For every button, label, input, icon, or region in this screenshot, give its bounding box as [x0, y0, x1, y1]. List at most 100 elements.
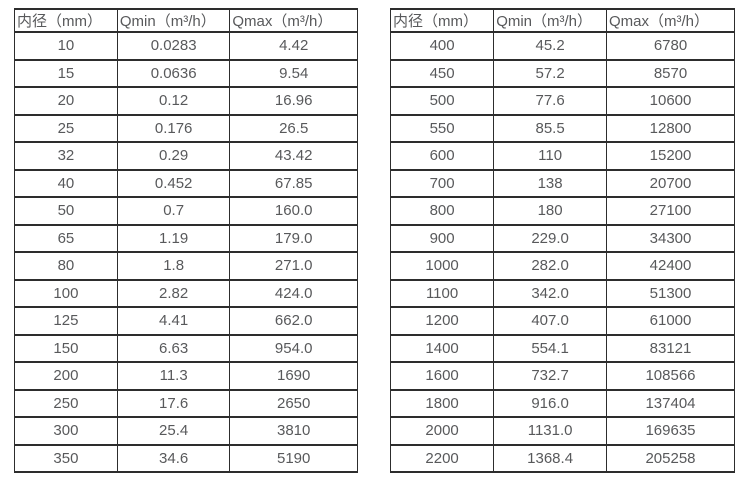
table-cell: 45.2 [493, 31, 608, 61]
table-row: 125 4.41 662.0 [14, 306, 358, 336]
table-cell: 0.176 [116, 113, 231, 143]
table-cell: 77.6 [493, 86, 608, 116]
table-row: 550 85.5 12800 [389, 113, 735, 143]
table-row: 15 0.0636 9.54 [14, 58, 358, 88]
table-row: 40 0.452 67.85 [14, 168, 358, 198]
table-cell: 16.96 [229, 86, 358, 116]
table-cell: 900 [389, 223, 495, 253]
table-row: 300 25.4 3810 [14, 416, 358, 446]
table-cell: 662.0 [229, 306, 358, 336]
table-cell: 12800 [606, 113, 735, 143]
table-cell: 0.0636 [116, 58, 231, 88]
table-cell: 271.0 [229, 251, 358, 281]
table-cell: 10600 [606, 86, 735, 116]
column-header: Qmax（m³/h） [606, 8, 735, 33]
table-cell: 61000 [606, 306, 735, 336]
table-cell: 2000 [389, 416, 495, 446]
table-cell: 15200 [606, 141, 735, 171]
table-cell: 700 [389, 168, 495, 198]
table-cell: 407.0 [493, 306, 608, 336]
table-cell: 180 [493, 196, 608, 226]
table-cell: 1200 [389, 306, 495, 336]
table-cell: 15 [14, 58, 118, 88]
table-row: 350 34.6 5190 [14, 443, 358, 473]
table-cell: 51300 [606, 278, 735, 308]
table-cell: 424.0 [229, 278, 358, 308]
table-cell: 34.6 [116, 443, 231, 473]
table-cell: 67.85 [229, 168, 358, 198]
table-cell: 342.0 [493, 278, 608, 308]
table-row: 900 229.0 34300 [389, 223, 735, 253]
table-cell: 0.7 [116, 196, 231, 226]
table-cell: 800 [389, 196, 495, 226]
table-cell: 9.54 [229, 58, 358, 88]
table-cell: 554.1 [493, 333, 608, 363]
table-row: 1600 732.7 108566 [389, 361, 735, 391]
table-cell: 125 [14, 306, 118, 336]
table-cell: 160.0 [229, 196, 358, 226]
table-row: 150 6.63 954.0 [14, 333, 358, 363]
table-cell: 20 [14, 86, 118, 116]
table-cell: 17.6 [116, 388, 231, 418]
table-cell: 8570 [606, 58, 735, 88]
table-cell: 137404 [606, 388, 735, 418]
table-cell: 732.7 [493, 361, 608, 391]
table-cell: 138 [493, 168, 608, 198]
table-row: 450 57.2 8570 [389, 58, 735, 88]
column-header: Qmin（m³/h） [116, 8, 231, 33]
table-cell: 2650 [229, 388, 358, 418]
table-cell: 83121 [606, 333, 735, 363]
table-row: 700 138 20700 [389, 168, 735, 198]
table-cell: 179.0 [229, 223, 358, 253]
table-cell: 300 [14, 416, 118, 446]
table-cell: 1131.0 [493, 416, 608, 446]
table-cell: 282.0 [493, 251, 608, 281]
table-row: 600 110 15200 [389, 141, 735, 171]
table-cell: 5190 [229, 443, 358, 473]
table-cell: 0.12 [116, 86, 231, 116]
table-cell: 27100 [606, 196, 735, 226]
table-cell: 1690 [229, 361, 358, 391]
table-cell: 34300 [606, 223, 735, 253]
header-row: 内径（mm） Qmin（m³/h） Qmax（m³/h） [389, 8, 735, 33]
table-cell: 6.63 [116, 333, 231, 363]
table-cell: 1800 [389, 388, 495, 418]
table-cell: 6780 [606, 31, 735, 61]
table-cell: 916.0 [493, 388, 608, 418]
table-row: 800 180 27100 [389, 196, 735, 226]
table-cell: 25.4 [116, 416, 231, 446]
table-cell: 1.8 [116, 251, 231, 281]
table-cell: 450 [389, 58, 495, 88]
header-row: 内径（mm） Qmin（m³/h） Qmax（m³/h） [14, 8, 358, 33]
table-cell: 85.5 [493, 113, 608, 143]
table-cell: 200 [14, 361, 118, 391]
table-row: 2000 1131.0 169635 [389, 416, 735, 446]
table-cell: 42400 [606, 251, 735, 281]
flow-range-table-large-diameters: 内径（mm） Qmin（m³/h） Qmax（m³/h） 400 45.2 6780 45… [389, 8, 735, 473]
table-row: 200 11.3 1690 [14, 361, 358, 391]
table-cell: 600 [389, 141, 495, 171]
table-cell: 43.42 [229, 141, 358, 171]
table-cell: 250 [14, 388, 118, 418]
table-cell: 500 [389, 86, 495, 116]
table-cell: 11.3 [116, 361, 231, 391]
table-cell: 350 [14, 443, 118, 473]
table-cell: 32 [14, 141, 118, 171]
table-cell: 1000 [389, 251, 495, 281]
table-cell: 2200 [389, 443, 495, 473]
table-row: 80 1.8 271.0 [14, 251, 358, 281]
table-cell: 108566 [606, 361, 735, 391]
table-cell: 229.0 [493, 223, 608, 253]
table-cell: 169635 [606, 416, 735, 446]
table-cell: 954.0 [229, 333, 358, 363]
table-cell: 100 [14, 278, 118, 308]
table-cell: 1.19 [116, 223, 231, 253]
flow-range-table-small-diameters: 内径（mm） Qmin（m³/h） Qmax（m³/h） 10 0.0283 4.42 1… [14, 8, 358, 473]
table-row: 1400 554.1 83121 [389, 333, 735, 363]
table-row: 400 45.2 6780 [389, 31, 735, 61]
table-cell: 40 [14, 168, 118, 198]
table-row: 250 17.6 2650 [14, 388, 358, 418]
table-cell: 80 [14, 251, 118, 281]
table-row: 32 0.29 43.42 [14, 141, 358, 171]
